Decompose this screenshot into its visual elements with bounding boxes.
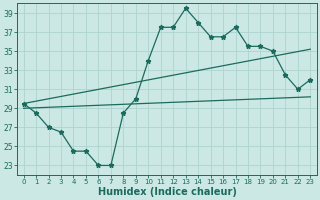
X-axis label: Humidex (Indice chaleur): Humidex (Indice chaleur) xyxy=(98,187,236,197)
